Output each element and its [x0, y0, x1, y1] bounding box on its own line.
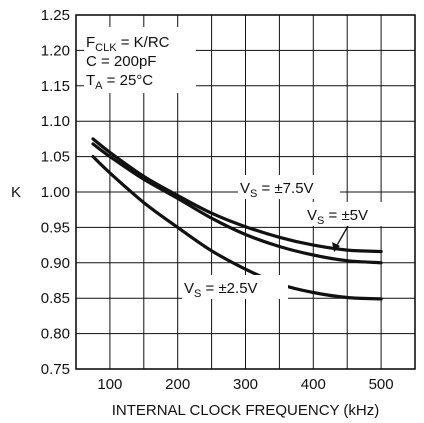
x-tick-label: 100 [97, 376, 122, 393]
condition-fclk: FCLK = K/RC [86, 34, 170, 54]
y-tick-label: 0.75 [41, 361, 70, 378]
y-tick-label: 0.80 [41, 326, 70, 343]
series-line-5v [91, 142, 383, 265]
x-tick-label: 400 [301, 376, 326, 393]
series-label-background-5v [305, 202, 395, 226]
condition-temperature: TA = 25°C [86, 72, 153, 92]
y-tick-label: 1.05 [41, 149, 70, 166]
y-axis-label: K [11, 184, 21, 201]
series-label-background-7v5 [238, 175, 340, 199]
y-tick-label: 1.15 [41, 78, 70, 95]
series-line-2v5 [91, 155, 383, 301]
series-label-5v: VS = ±5V [307, 207, 368, 227]
y-tick-label: 1.00 [41, 184, 70, 201]
y-tick-label: 0.95 [41, 219, 70, 236]
x-tick-label: 300 [233, 376, 258, 393]
conditions-background [84, 27, 196, 93]
y-tick-label: 1.20 [41, 42, 70, 59]
series-label-background-2v5 [182, 275, 288, 299]
x-axis-label: INTERNAL CLOCK FREQUENCY (kHz) [112, 402, 380, 419]
series-line-7v5 [91, 137, 383, 254]
y-tick-label: 1.25 [41, 7, 70, 24]
x-tick-label: 500 [369, 376, 394, 393]
condition-capacitance: C = 200pF [86, 53, 156, 70]
y-tick-label: 0.90 [41, 255, 70, 272]
series-label-7v5: VS = ±7.5V [240, 180, 314, 200]
y-tick-label: 1.10 [41, 113, 70, 130]
plot-frame [75, 14, 416, 370]
series-label-leader-5v [335, 225, 349, 248]
x-tick-label: 200 [165, 376, 190, 393]
series-label-arrowhead-5v [332, 242, 340, 252]
series-label-2v5: VS = ±2.5V [184, 280, 258, 300]
data-curves [91, 137, 383, 301]
y-tick-label: 0.85 [41, 290, 70, 307]
tick-labels: 100 200 300 400 500 0.75 0.80 0.85 0.90 0.95 1.00 1… [41, 7, 394, 393]
